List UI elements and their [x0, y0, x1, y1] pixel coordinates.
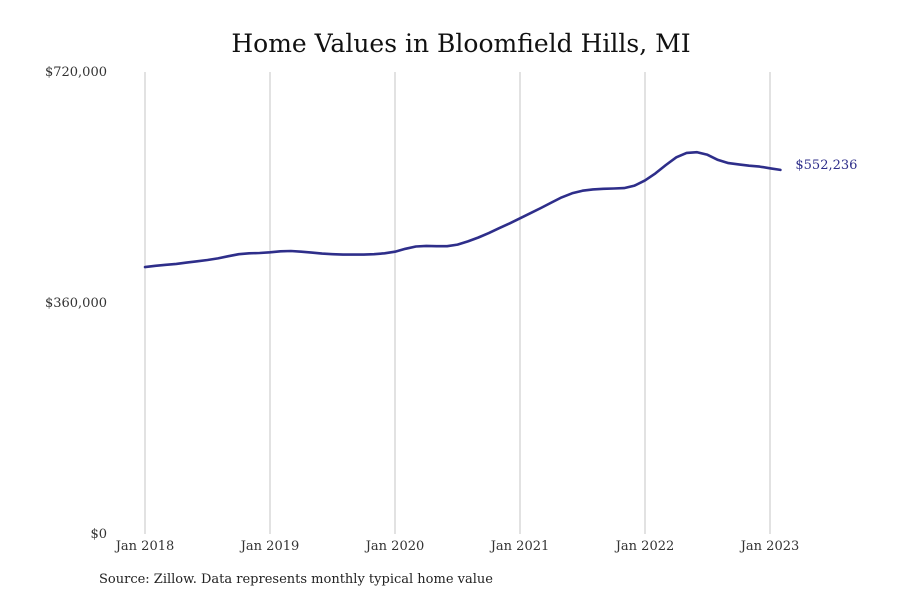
latest-value-label: $552,236	[795, 158, 857, 173]
source-note: Source: Zillow. Data represents monthly …	[99, 572, 493, 587]
y-axis-tick-labels: $0 $360,000 $720,000	[45, 65, 107, 542]
y-tick-label: $0	[90, 527, 107, 542]
home-value-series-line	[143, 150, 782, 269]
chart-title: Home Values in Bloomfield Hills, MI	[231, 29, 690, 58]
x-tick-label: Jan 2022	[614, 539, 675, 554]
x-tick-label: Jan 2023	[739, 539, 800, 554]
x-tick-label: Jan 2019	[239, 539, 300, 554]
vertical-gridlines	[144, 72, 771, 534]
y-tick-label: $360,000	[45, 296, 107, 311]
x-axis-tick-labels: Jan 2018 Jan 2019 Jan 2020 Jan 2021 Jan 2022…	[114, 539, 800, 554]
x-tick-label: Jan 2018	[114, 539, 175, 554]
x-tick-label: Jan 2021	[489, 539, 550, 554]
x-tick-label: Jan 2020	[364, 539, 425, 554]
y-tick-label: $720,000	[45, 65, 107, 80]
